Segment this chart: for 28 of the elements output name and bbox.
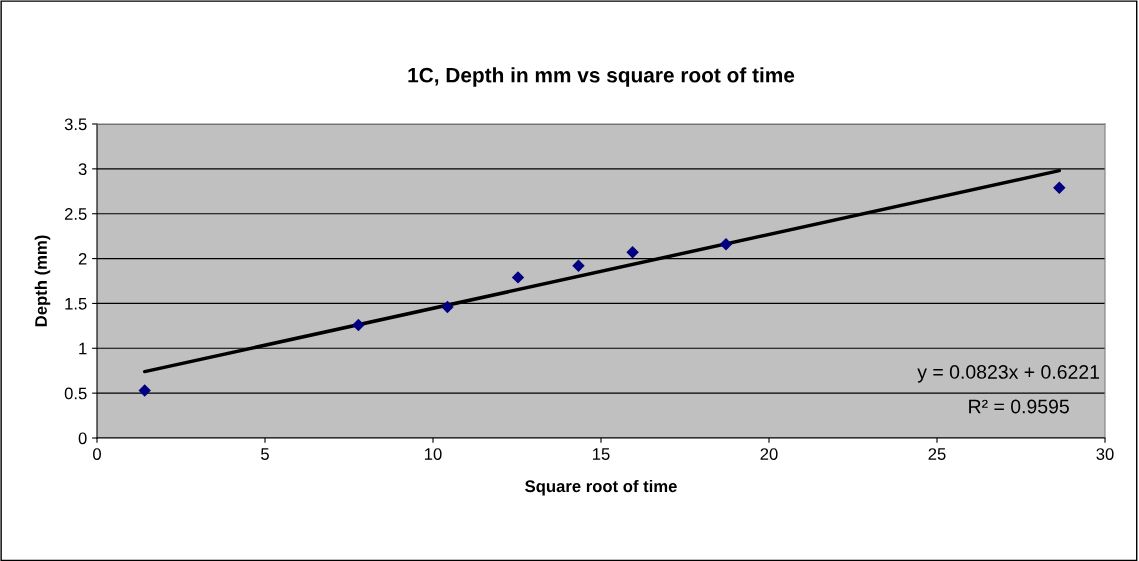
point (138, 384, 151, 397)
y-tick-label: 2.5 (64, 208, 87, 220)
x-tick-label: 25 (928, 448, 946, 460)
y-tick-label: 3 (78, 163, 87, 176)
chart-title: 1C, Depth in mm vs square root of time (408, 67, 795, 87)
x-tick-label: 10 (425, 448, 442, 460)
annotation: y = 0.0823x + 0.6221 (917, 365, 1100, 383)
y-tick-label: 0.5 (64, 387, 87, 400)
point (572, 259, 585, 272)
point (1053, 181, 1066, 194)
x-tick-label: 5 (261, 448, 269, 460)
point (352, 318, 365, 332)
x-tick-label: 30 (1096, 448, 1114, 460)
x-tick-label: 20 (760, 448, 778, 460)
annotation: R² = 0.9595 (969, 399, 1069, 414)
y-tick-label: 0 (78, 432, 87, 445)
y-tick-label: 1.5 (65, 298, 87, 310)
y-tick-label: 2 (78, 252, 87, 265)
point (719, 238, 733, 251)
x-tick-label: 15 (593, 448, 610, 460)
y-tick-label: 1 (79, 342, 87, 355)
point (511, 271, 525, 284)
y-tick-label: 3.5 (64, 118, 87, 131)
x-axis-title: Square root of time (525, 479, 677, 496)
y-axis-title: Depth (mm) (34, 235, 51, 327)
x-tick-label: 0 (93, 448, 101, 460)
point (441, 300, 454, 314)
point (626, 246, 639, 259)
